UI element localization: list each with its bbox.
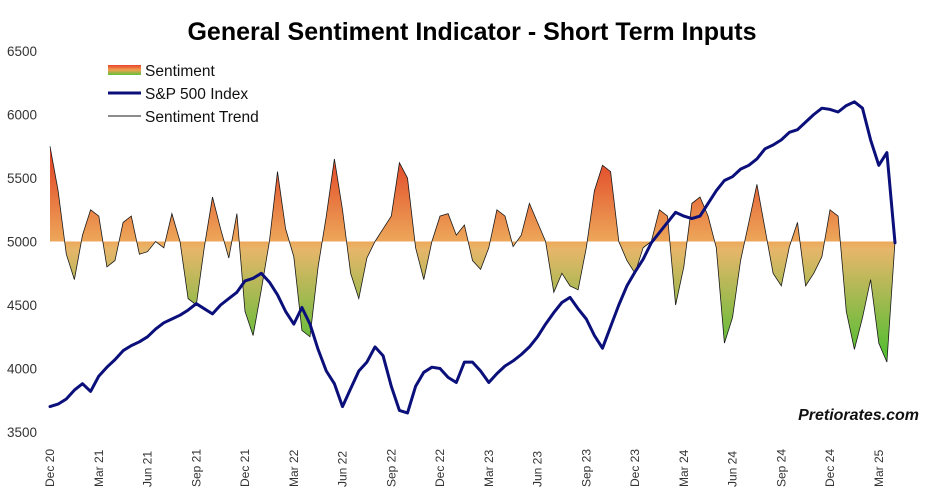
x-tick-label: Dec 23 bbox=[628, 449, 642, 487]
x-tick-label: Jun 24 bbox=[726, 451, 740, 487]
sp500-line-layer bbox=[48, 100, 897, 415]
sentiment-trend-line bbox=[49, 146, 896, 363]
legend-label-trend: Sentiment Trend bbox=[145, 109, 259, 126]
legend-swatch-sentiment bbox=[108, 65, 141, 75]
x-tick-label: Jun 23 bbox=[531, 451, 545, 487]
sentiment-area bbox=[50, 146, 895, 363]
y-tick-label: 6000 bbox=[7, 108, 37, 123]
x-tick-label: Jun 22 bbox=[336, 451, 350, 487]
sentiment-area-layer bbox=[50, 146, 895, 363]
x-tick-label: Mar 22 bbox=[287, 449, 301, 487]
watermark: Pretiorates.com bbox=[798, 407, 919, 424]
x-tick-label: Mar 21 bbox=[92, 449, 106, 487]
x-axis: Dec 20 Mar 21 Jun 21 Sep 21 Dec 21 Mar 22 Jun … bbox=[43, 449, 886, 487]
x-tick-label: Jun 21 bbox=[141, 451, 155, 487]
x-tick-label: Mar 24 bbox=[677, 449, 691, 487]
y-tick-label: 4500 bbox=[7, 298, 37, 313]
y-tick-label: 5500 bbox=[7, 171, 37, 186]
legend-label-sp500: S&P 500 Index bbox=[145, 86, 248, 103]
x-tick-label: Sep 23 bbox=[579, 449, 593, 487]
x-tick-label: Sep 21 bbox=[189, 449, 203, 487]
x-tick-label: Dec 20 bbox=[43, 449, 57, 487]
y-tick-label: 4000 bbox=[7, 362, 37, 377]
y-axis: 3500 4000 4500 5000 5500 6000 6500 bbox=[7, 44, 37, 440]
x-tick-label: Dec 21 bbox=[238, 449, 252, 487]
legend-label-sentiment: Sentiment bbox=[145, 63, 215, 80]
y-tick-label: 3500 bbox=[7, 425, 37, 440]
sp500-line bbox=[48, 100, 897, 415]
chart-title: General Sentiment Indicator - Short Term… bbox=[187, 18, 756, 46]
x-tick-label: Dec 22 bbox=[433, 449, 447, 487]
x-tick-label: Sep 24 bbox=[774, 449, 788, 487]
x-tick-label: Mar 25 bbox=[872, 449, 886, 487]
x-tick-label: Mar 23 bbox=[482, 449, 496, 487]
y-tick-label: 5000 bbox=[7, 235, 37, 250]
x-tick-label: Dec 24 bbox=[823, 449, 837, 487]
legend: Sentiment S&P 500 Index Sentiment Trend bbox=[108, 63, 259, 126]
sentiment-trend-layer bbox=[49, 146, 896, 363]
y-tick-label: 6500 bbox=[7, 44, 37, 59]
x-tick-label: Sep 22 bbox=[384, 449, 398, 487]
